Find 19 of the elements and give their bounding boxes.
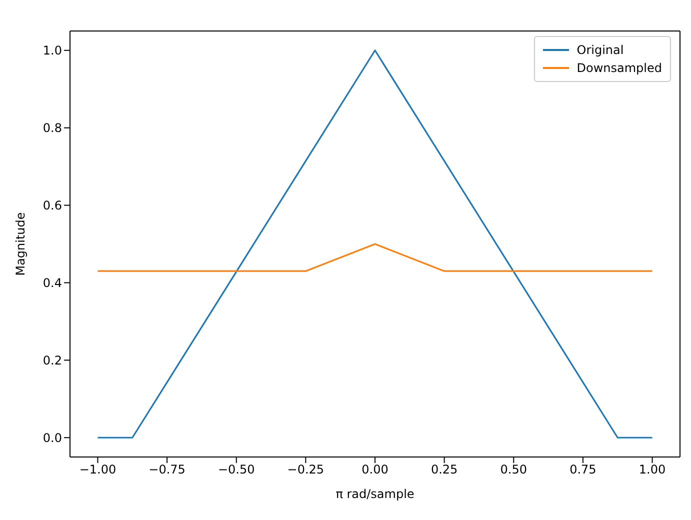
x-tick-label: 0.75 bbox=[570, 462, 596, 477]
x-tick-label: 0.00 bbox=[362, 462, 388, 477]
x-tick-label: 1.00 bbox=[638, 462, 666, 477]
legend-label: Original bbox=[576, 42, 624, 59]
y-axis-title: Magnitude bbox=[13, 212, 28, 276]
y-tick-label: 0.8 bbox=[42, 121, 62, 136]
x-axis-title: π rad/sample bbox=[336, 487, 414, 501]
x-tick-label: −0.25 bbox=[287, 462, 324, 477]
legend-label: Downsampled bbox=[576, 60, 662, 77]
x-tick-label: −0.75 bbox=[148, 462, 186, 477]
x-tick-label: 0.50 bbox=[500, 462, 527, 477]
y-tick-label: 0.4 bbox=[42, 276, 62, 290]
x-tick-label: −1.00 bbox=[79, 462, 116, 477]
y-tick-label: 0.0 bbox=[42, 430, 62, 445]
y-tick-label: 0.2 bbox=[42, 353, 62, 368]
x-tick-label: −0.50 bbox=[218, 462, 255, 477]
x-tick-label: 0.25 bbox=[430, 462, 458, 477]
y-tick-label: 1.0 bbox=[42, 44, 62, 58]
y-tick-label: 0.6 bbox=[42, 198, 62, 213]
